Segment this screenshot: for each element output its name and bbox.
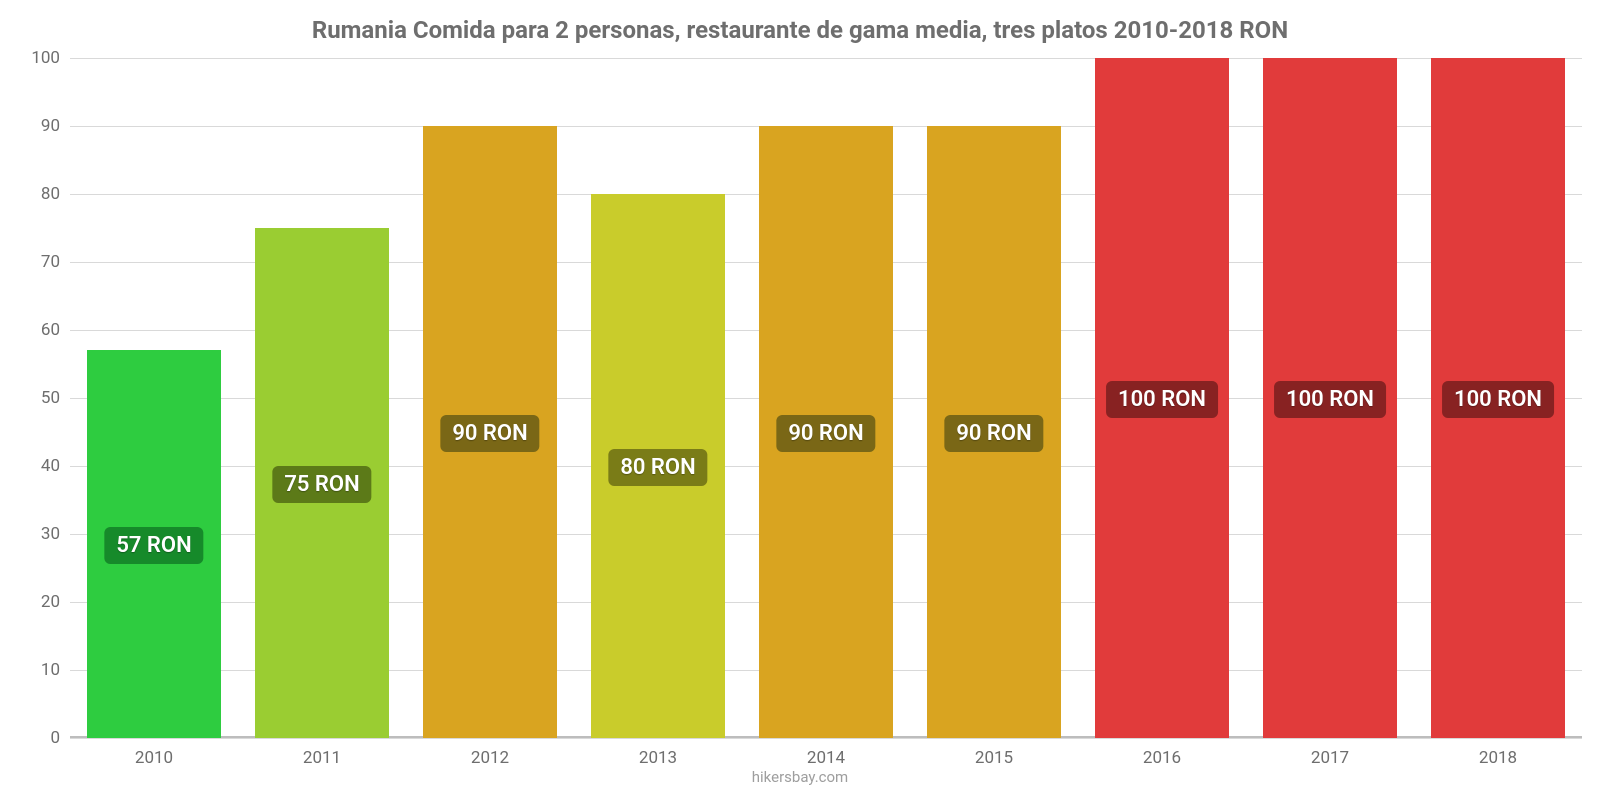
x-tick-label: 2011 [303,738,341,768]
bar-value-badge: 57 RON [104,527,203,564]
x-tick-label: 2012 [471,738,509,768]
bar: 100 RON [1431,58,1565,738]
y-tick-label: 60 [41,320,70,340]
bar-value-badge: 90 RON [440,415,539,452]
x-tick-label: 2014 [807,738,845,768]
bar-value-badge: 100 RON [1106,381,1218,418]
y-tick-label: 40 [41,456,70,476]
y-tick-label: 70 [41,252,70,272]
chart-title: Rumania Comida para 2 personas, restaura… [0,16,1600,44]
bar: 57 RON [87,350,221,738]
y-tick-label: 20 [41,592,70,612]
bar: 90 RON [927,126,1061,738]
y-tick-label: 100 [31,48,70,68]
y-tick-label: 0 [50,728,70,748]
plot-area: 010203040506070809010057 RON201075 RON20… [70,58,1582,738]
x-tick-label: 2010 [135,738,173,768]
x-tick-label: 2018 [1479,738,1517,768]
bar: 100 RON [1263,58,1397,738]
x-tick-label: 2015 [975,738,1013,768]
x-tick-label: 2013 [639,738,677,768]
bar: 100 RON [1095,58,1229,738]
bar: 90 RON [759,126,893,738]
y-tick-label: 30 [41,524,70,544]
bar-chart: Rumania Comida para 2 personas, restaura… [0,0,1600,800]
x-tick-label: 2016 [1143,738,1181,768]
bar-value-badge: 100 RON [1274,381,1386,418]
y-tick-label: 10 [41,660,70,680]
bar: 80 RON [591,194,725,738]
bar-value-badge: 80 RON [608,449,707,486]
bar: 90 RON [423,126,557,738]
y-tick-label: 80 [41,184,70,204]
bar-value-badge: 75 RON [272,466,371,503]
chart-source-label: hikersbay.com [0,768,1600,786]
y-tick-label: 90 [41,116,70,136]
bar: 75 RON [255,228,389,738]
bar-value-badge: 100 RON [1442,381,1554,418]
y-tick-label: 50 [41,388,70,408]
x-tick-label: 2017 [1311,738,1349,768]
bar-value-badge: 90 RON [776,415,875,452]
bar-value-badge: 90 RON [944,415,1043,452]
